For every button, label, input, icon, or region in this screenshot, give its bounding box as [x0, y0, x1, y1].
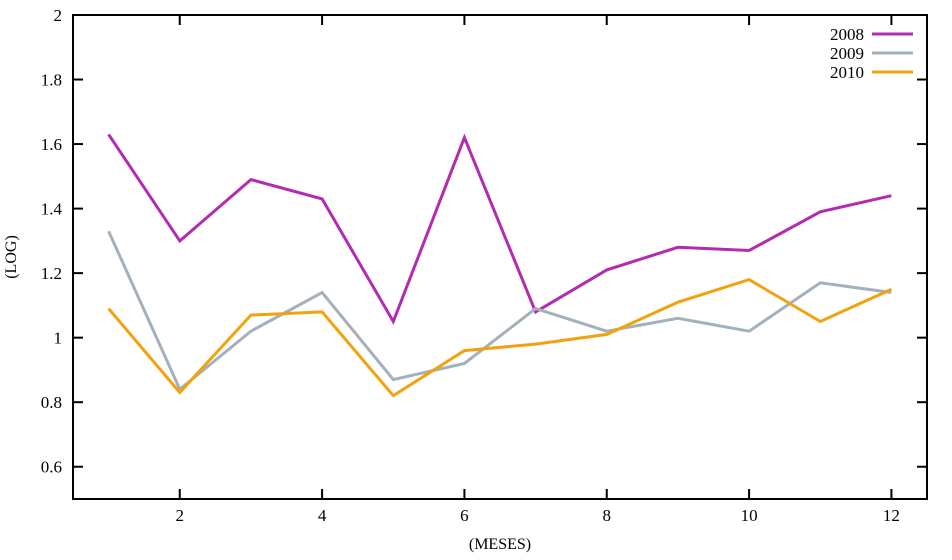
x-tick-label: 10: [741, 506, 758, 525]
y-tick-label: 1: [54, 329, 63, 348]
y-tick-label: 2: [54, 6, 63, 25]
y-axis-title: (LOG): [3, 235, 20, 279]
y-tick-label: 0.8: [41, 393, 62, 412]
plot-border: [72, 14, 928, 500]
y-tick-label: 1.8: [41, 71, 62, 90]
y-tick-label: 0.6: [41, 458, 62, 477]
x-tick-label: 4: [318, 506, 327, 525]
x-tick-label: 2: [176, 506, 185, 525]
x-tick-label: 12: [883, 506, 900, 525]
series-line-2009: [107, 230, 892, 392]
series-line-2010: [107, 277, 893, 398]
y-tick-label: 1.6: [41, 135, 62, 154]
x-tick-label: 8: [603, 506, 612, 525]
y-tick-label: 1.2: [41, 264, 62, 283]
x-tick-label: 6: [460, 506, 469, 525]
legend-label-2010: 2010: [830, 63, 864, 82]
y-tick-label: 1.4: [41, 200, 63, 219]
series-line-2008: [107, 133, 892, 325]
x-axis-title: (MESES): [469, 536, 531, 553]
legend-label-2009: 2009: [830, 44, 864, 63]
legend-label-2008: 2008: [830, 25, 864, 44]
